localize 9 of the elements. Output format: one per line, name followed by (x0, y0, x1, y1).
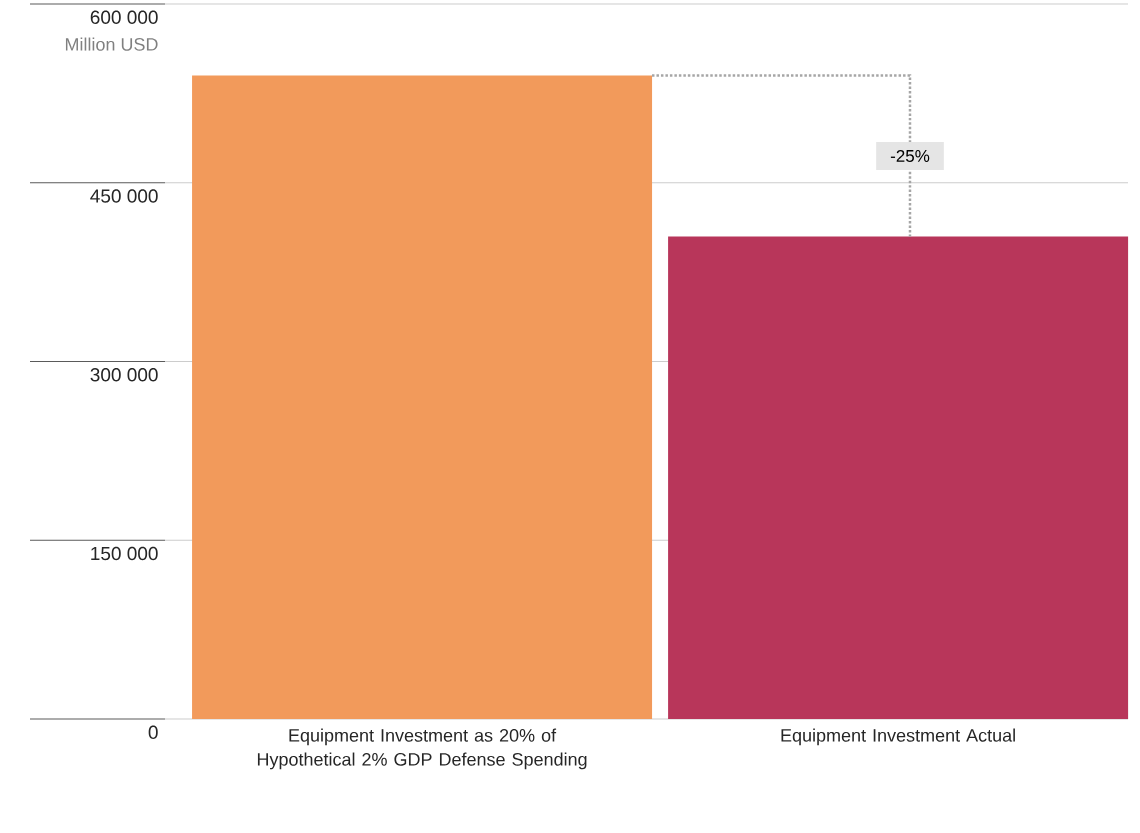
y-tick-label: 0 (148, 725, 158, 739)
y-axis-title: Million USD (65, 37, 158, 51)
x-tick-label: Equipment Investment as 20% of Hypothetical 2% GDP Defense Spending (257, 728, 587, 770)
y-tick-label: 450 000 (90, 189, 158, 203)
y-tick-label: 300 000 (90, 368, 158, 382)
annotation: -25% (890, 149, 930, 162)
y-tick-label: 150 000 (91, 546, 158, 561)
x-tick-label: Equipment Investment Actual (781, 728, 1015, 746)
y-tick-label: 600 000 (90, 10, 158, 24)
